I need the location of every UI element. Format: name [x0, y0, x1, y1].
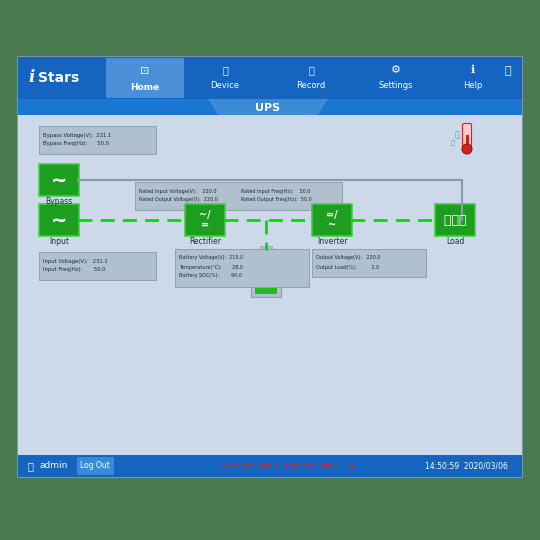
- Text: Battery SOC(%):        90.0: Battery SOC(%): 90.0: [179, 273, 242, 279]
- Text: ~: ~: [51, 211, 68, 229]
- FancyBboxPatch shape: [18, 57, 522, 477]
- Polygon shape: [208, 99, 328, 115]
- Text: Settings: Settings: [379, 80, 413, 90]
- Text: ~/: ~/: [199, 210, 211, 220]
- Text: Record: Record: [296, 80, 326, 90]
- Text: ⚙: ⚙: [391, 65, 401, 75]
- FancyBboxPatch shape: [39, 164, 79, 196]
- FancyBboxPatch shape: [18, 115, 522, 455]
- Text: =/: =/: [326, 210, 338, 220]
- Text: 📋: 📋: [308, 65, 314, 75]
- FancyBboxPatch shape: [251, 249, 281, 297]
- FancyBboxPatch shape: [260, 246, 272, 251]
- FancyBboxPatch shape: [312, 204, 352, 236]
- Text: UPS: UPS: [255, 103, 281, 113]
- Text: 🧑‍🤝‍🧑: 🧑‍🤝‍🧑: [444, 213, 466, 226]
- Text: ◄ TMS module 1 - Loss of Commu...  ►: ◄ TMS module 1 - Loss of Commu... ►: [221, 463, 355, 469]
- FancyBboxPatch shape: [185, 204, 225, 236]
- Text: 🔌: 🔌: [222, 65, 228, 75]
- Text: ~: ~: [51, 171, 68, 190]
- FancyBboxPatch shape: [18, 455, 522, 477]
- Text: 14:50:59  2020/03/06: 14:50:59 2020/03/06: [425, 462, 508, 470]
- FancyBboxPatch shape: [39, 204, 79, 236]
- Text: Log Out: Log Out: [80, 462, 110, 470]
- Text: 💧: 💧: [455, 131, 460, 139]
- FancyBboxPatch shape: [18, 99, 522, 115]
- FancyBboxPatch shape: [39, 126, 156, 154]
- Text: ~: ~: [328, 220, 336, 230]
- Text: Bypass: Bypass: [45, 198, 72, 206]
- FancyBboxPatch shape: [312, 249, 426, 277]
- Text: Help: Help: [463, 80, 483, 90]
- Text: Rated Output Voltage(V):  220.0: Rated Output Voltage(V): 220.0: [139, 198, 218, 202]
- Text: Input Freq(Hz):       50.0: Input Freq(Hz): 50.0: [43, 267, 105, 273]
- Text: ⊡: ⊡: [140, 66, 150, 76]
- Text: 💧: 💧: [451, 140, 455, 146]
- Text: Load: Load: [446, 238, 464, 246]
- Text: Rectifier: Rectifier: [189, 238, 221, 246]
- Text: Inverter: Inverter: [317, 238, 347, 246]
- FancyBboxPatch shape: [435, 204, 475, 236]
- Text: i: i: [28, 70, 35, 86]
- Text: 👤: 👤: [28, 461, 34, 471]
- Text: admin: admin: [40, 462, 69, 470]
- FancyBboxPatch shape: [465, 135, 469, 147]
- Text: Input Voltage(V):   231.1: Input Voltage(V): 231.1: [43, 259, 108, 264]
- Text: Output Voltage(V):   220.0: Output Voltage(V): 220.0: [316, 255, 380, 260]
- Text: Input: Input: [49, 238, 69, 246]
- FancyBboxPatch shape: [255, 255, 277, 294]
- FancyBboxPatch shape: [462, 124, 471, 149]
- Text: Temperature(°C):       28.0: Temperature(°C): 28.0: [179, 265, 243, 269]
- FancyBboxPatch shape: [175, 249, 309, 287]
- Text: Battery Voltage(V):  215.0: Battery Voltage(V): 215.0: [179, 255, 243, 260]
- Text: Rated Input Voltage(V):    220.0: Rated Input Voltage(V): 220.0: [139, 188, 217, 193]
- FancyBboxPatch shape: [39, 252, 156, 280]
- Text: Bypass Freq(Hz):      50.0: Bypass Freq(Hz): 50.0: [43, 141, 109, 146]
- FancyBboxPatch shape: [77, 457, 114, 475]
- Text: Bypass Voltage(V):  231.1: Bypass Voltage(V): 231.1: [43, 132, 111, 138]
- Text: =: =: [201, 220, 209, 230]
- Text: Stars: Stars: [38, 71, 79, 85]
- Text: ℹ: ℹ: [471, 65, 475, 75]
- Text: Device: Device: [211, 80, 240, 90]
- Text: Rated Input Freq(Hz):    50.0: Rated Input Freq(Hz): 50.0: [241, 188, 310, 193]
- Text: Output Load(%):          2.0: Output Load(%): 2.0: [316, 265, 379, 269]
- Text: Home: Home: [130, 83, 160, 91]
- FancyBboxPatch shape: [106, 58, 184, 98]
- FancyBboxPatch shape: [18, 57, 522, 99]
- Circle shape: [462, 144, 472, 154]
- FancyBboxPatch shape: [135, 182, 342, 210]
- Text: 🔔: 🔔: [505, 66, 511, 76]
- Text: Rated Output Freq(Hz):  50.0: Rated Output Freq(Hz): 50.0: [241, 198, 312, 202]
